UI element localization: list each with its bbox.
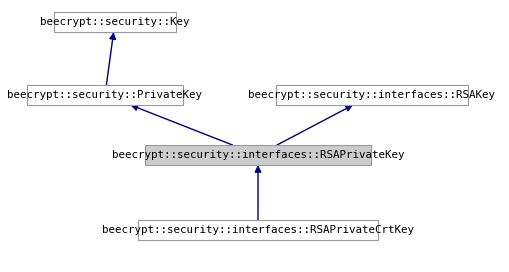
Text: beecrypt::security::Key: beecrypt::security::Key xyxy=(40,17,190,27)
Text: beecrypt::security::interfaces::RSAPrivateCrtKey: beecrypt::security::interfaces::RSAPriva… xyxy=(102,225,414,235)
Bar xyxy=(53,12,177,32)
Bar xyxy=(276,85,468,105)
Text: beecrypt::security::PrivateKey: beecrypt::security::PrivateKey xyxy=(8,90,203,100)
Text: beecrypt::security::interfaces::RSAPrivateKey: beecrypt::security::interfaces::RSAPriva… xyxy=(112,150,404,160)
Text: beecrypt::security::interfaces::RSAKey: beecrypt::security::interfaces::RSAKey xyxy=(248,90,495,100)
Bar xyxy=(138,220,378,240)
Bar xyxy=(27,85,183,105)
Bar xyxy=(146,145,371,165)
